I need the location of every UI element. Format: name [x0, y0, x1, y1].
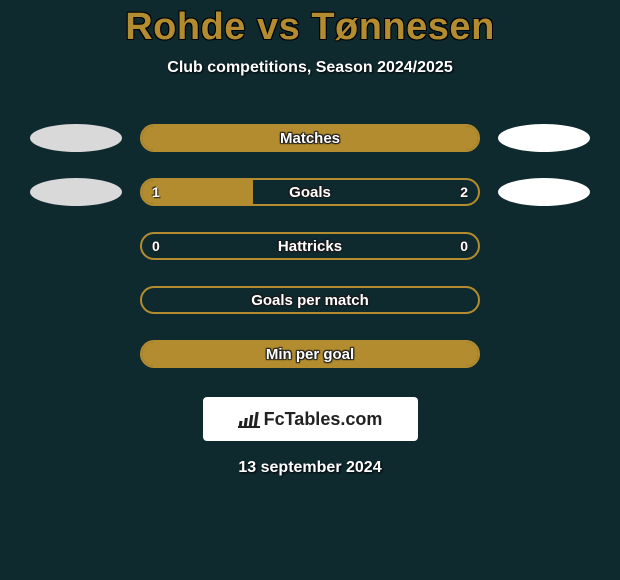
right-oval-icon	[498, 178, 590, 206]
right-value: 2	[460, 184, 468, 200]
stat-label: Hattricks	[278, 238, 342, 255]
stat-bar: Matches	[140, 124, 480, 152]
chart-bars-icon	[238, 410, 260, 428]
logo-box: FcTables.com	[203, 397, 418, 441]
left-value: 1	[152, 184, 160, 200]
stat-bar: 1 2 Goals	[140, 178, 480, 206]
stat-label: Goals per match	[251, 292, 369, 309]
right-oval-icon	[498, 124, 590, 152]
stat-label: Goals	[289, 184, 331, 201]
stat-label: Min per goal	[266, 346, 354, 363]
page-title: Rohde vs Tønnesen	[125, 6, 495, 49]
comparison-infographic: Rohde vs Tønnesen Club competitions, Sea…	[0, 0, 620, 477]
stat-label: Matches	[280, 130, 340, 147]
stat-row: 0 0 Hattricks	[20, 231, 600, 261]
stat-row: Goals per match	[20, 285, 600, 315]
stat-bar: Goals per match	[140, 286, 480, 314]
stat-row: Matches	[20, 123, 600, 153]
left-oval-icon	[30, 178, 122, 206]
stat-row: Min per goal	[20, 339, 600, 369]
stat-row: 1 2 Goals	[20, 177, 600, 207]
page-subtitle: Club competitions, Season 2024/2025	[167, 59, 452, 77]
left-value: 0	[152, 238, 160, 254]
stat-bar: Min per goal	[140, 340, 480, 368]
date-text: 13 september 2024	[238, 459, 381, 477]
right-value: 0	[460, 238, 468, 254]
logo-text: FcTables.com	[264, 409, 383, 430]
stat-bar: 0 0 Hattricks	[140, 232, 480, 260]
left-oval-icon	[30, 124, 122, 152]
